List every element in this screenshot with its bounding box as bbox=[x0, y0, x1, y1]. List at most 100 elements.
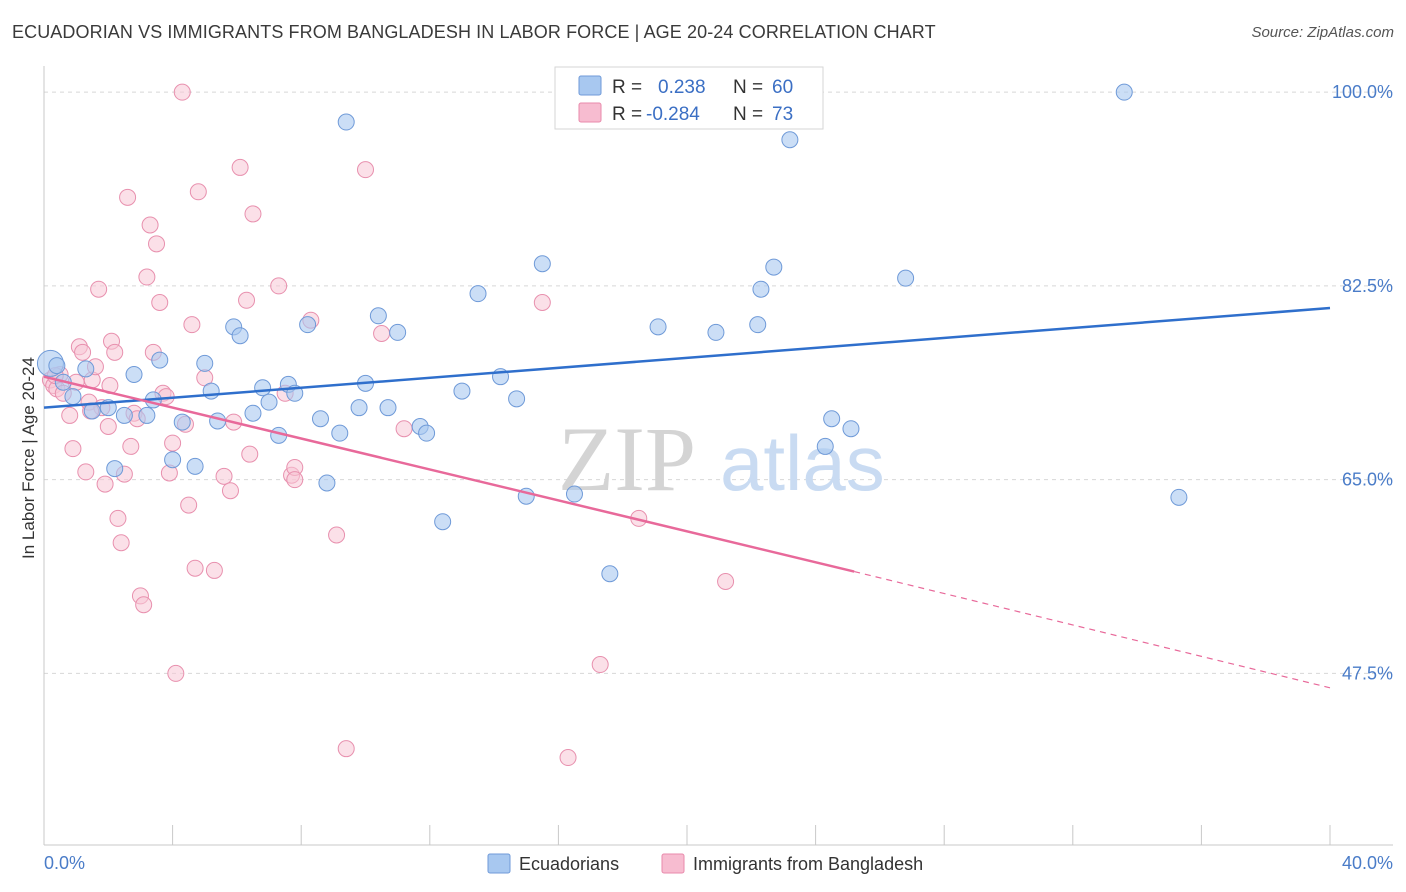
bangladesh-point bbox=[119, 188, 137, 206]
ecuadorian-point bbox=[202, 382, 220, 400]
bangladesh-point bbox=[180, 496, 198, 514]
bangladesh-point bbox=[96, 475, 114, 493]
bangladesh-point bbox=[112, 534, 130, 552]
ecuadorian-trend-line bbox=[43, 306, 1331, 409]
legend-swatch-ecuadorians bbox=[487, 853, 511, 874]
y-tick-label: 47.5% bbox=[1342, 663, 1393, 683]
source-credit: Source: ZipAtlas.com bbox=[1251, 24, 1394, 41]
ecuadorian-point bbox=[115, 406, 133, 424]
legend-label-ecuadorians: Ecuadorians bbox=[519, 854, 619, 874]
bangladesh-point bbox=[164, 434, 182, 452]
bangladesh-point bbox=[135, 596, 153, 614]
bangladesh-point bbox=[328, 526, 346, 544]
legend-r-value: 0.238 bbox=[658, 77, 706, 98]
ecuadorian-point bbox=[823, 410, 841, 428]
bangladesh-point bbox=[244, 205, 262, 223]
bangladesh-point bbox=[61, 406, 79, 424]
bangladesh-point bbox=[167, 664, 185, 682]
bangladesh-points bbox=[41, 83, 735, 767]
ecuadorian-point bbox=[244, 404, 262, 422]
ecuadorian-point bbox=[164, 451, 182, 469]
bangladesh-point bbox=[186, 559, 204, 577]
ecuadorian-point bbox=[299, 316, 317, 334]
ecuadorian-point bbox=[1115, 83, 1133, 101]
bangladesh-point bbox=[183, 316, 201, 334]
bangladesh-point bbox=[717, 573, 735, 590]
axes bbox=[43, 66, 1393, 846]
bangladesh-point bbox=[270, 277, 288, 295]
ecuadorian-point bbox=[565, 485, 583, 503]
bangladesh-point bbox=[138, 268, 156, 286]
ecuadorian-point bbox=[48, 357, 66, 375]
bangladesh-point bbox=[173, 83, 191, 101]
grid-lines bbox=[44, 91, 1393, 674]
legend-r-value: -0.284 bbox=[646, 104, 700, 125]
ecuadorian-point bbox=[533, 255, 551, 273]
ecuadorian-point bbox=[369, 307, 387, 325]
chart-title: ECUADORIAN VS IMMIGRANTS FROM BANGLADESH… bbox=[12, 22, 936, 42]
bangladesh-trend-line bbox=[43, 375, 855, 573]
y-tick-label: 82.5% bbox=[1342, 276, 1393, 296]
ecuadorian-point bbox=[816, 437, 834, 455]
series-legend: Ecuadorians Immigrants from Bangladesh bbox=[487, 853, 923, 874]
ecuadorian-point bbox=[752, 280, 770, 298]
ecuadorian-point bbox=[254, 379, 272, 397]
legend-n-value: 73 bbox=[772, 104, 793, 125]
x-tick-label: 40.0% bbox=[1342, 853, 1393, 873]
ecuadorian-point bbox=[260, 393, 278, 411]
bangladesh-point bbox=[122, 437, 140, 455]
trend-lines bbox=[43, 306, 1331, 689]
legend-swatch-bangladesh bbox=[578, 102, 602, 123]
y-tick-label: 65.0% bbox=[1342, 470, 1393, 490]
legend-n-value: 60 bbox=[772, 77, 793, 98]
ecuadorian-point bbox=[707, 323, 725, 341]
ecuadorian-point bbox=[765, 258, 783, 276]
ecuadorian-point bbox=[389, 323, 407, 341]
ecuadorian-point bbox=[897, 269, 915, 287]
bangladesh-point bbox=[109, 509, 127, 527]
legend-swatch-ecuadorians bbox=[578, 75, 602, 96]
x-tick-label: 0.0% bbox=[44, 853, 85, 873]
ecuadorian-point bbox=[649, 318, 667, 336]
bangladesh-point bbox=[591, 656, 609, 674]
bangladesh-point bbox=[357, 161, 374, 179]
legend-swatch-bangladesh bbox=[661, 853, 685, 874]
ecuadorian-point bbox=[601, 565, 619, 583]
bangladesh-point bbox=[90, 280, 108, 298]
legend-r-label: R = bbox=[612, 77, 642, 98]
ecuadorian-point bbox=[508, 390, 526, 408]
bangladesh-point bbox=[141, 216, 159, 234]
bangladesh-point bbox=[373, 325, 391, 342]
bangladesh-point bbox=[106, 343, 124, 361]
legend-n-label: N = bbox=[733, 77, 763, 98]
bangladesh-point bbox=[99, 418, 117, 435]
correlation-legend: R = 0.238 N = 60 R = -0.284 N = 73 bbox=[554, 66, 824, 130]
ecuadorian-point bbox=[318, 474, 336, 492]
bangladesh-point bbox=[337, 740, 355, 758]
ecuadorian-point bbox=[311, 410, 329, 428]
ecuadorian-point bbox=[151, 351, 169, 369]
ecuadorian-point bbox=[138, 406, 156, 424]
bangladesh-point bbox=[395, 420, 413, 438]
bangladesh-point bbox=[286, 471, 304, 489]
ecuadorian-point bbox=[781, 131, 799, 149]
bangladesh-point bbox=[559, 749, 577, 767]
y-tick-label: 100.0% bbox=[1332, 82, 1393, 102]
ecuadorian-point bbox=[337, 113, 355, 131]
bangladesh-point bbox=[77, 463, 95, 481]
bangladesh-point bbox=[241, 445, 259, 463]
ecuadorian-point bbox=[350, 399, 368, 417]
bangladesh-point bbox=[215, 467, 233, 485]
bangladesh-point bbox=[189, 183, 207, 201]
ecuadorian-point bbox=[842, 420, 860, 438]
bangladesh-point bbox=[151, 294, 169, 311]
bangladesh-point bbox=[74, 343, 92, 361]
ecuadorian-point bbox=[196, 354, 214, 372]
ecuadorian-point bbox=[1170, 488, 1188, 506]
ecuadorian-point bbox=[434, 513, 452, 531]
tick-labels: 47.5% 65.0% 82.5% 100.0% 0.0% 40.0% bbox=[44, 82, 1393, 873]
bangladesh-point bbox=[221, 482, 239, 500]
bangladesh-point bbox=[533, 294, 551, 311]
legend-n-label: N = bbox=[733, 104, 763, 125]
